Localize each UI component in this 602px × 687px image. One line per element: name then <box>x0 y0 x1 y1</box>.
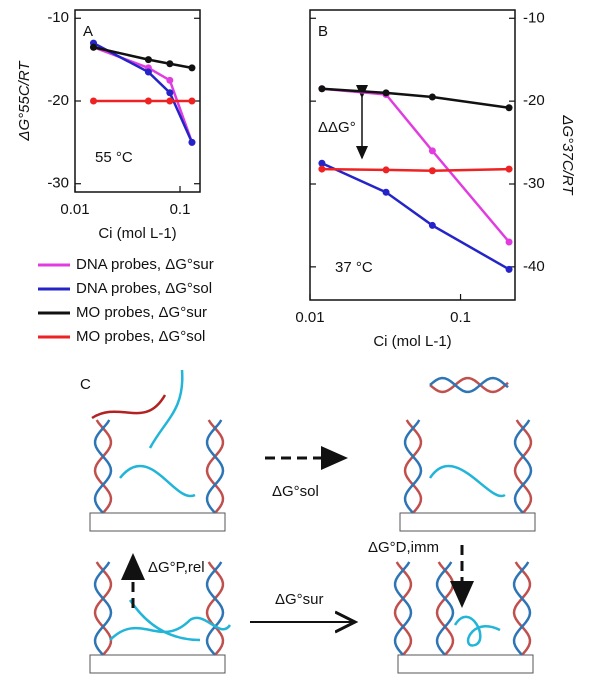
y-axis-label: ΔG°55C/RT <box>16 60 33 142</box>
data-point <box>188 97 196 105</box>
x-tick-label: 0.1 <box>450 309 471 326</box>
data-point <box>89 97 97 105</box>
data-point <box>505 104 513 112</box>
series-line <box>321 162 510 271</box>
y-axis-label: ΔG°37C/RT <box>559 114 576 196</box>
diagram-energy-label: ΔG°D,imm <box>368 539 439 556</box>
y-tick-label: -10 <box>47 9 69 26</box>
x-tick-label: 0.01 <box>60 201 89 218</box>
y-tick-label: -10 <box>523 9 545 26</box>
panel-label: B <box>318 23 328 40</box>
legend-label: DNA probes, ΔG°sol <box>76 280 212 297</box>
helix-strand <box>403 419 423 514</box>
surface <box>89 512 226 532</box>
helix-strand <box>513 419 533 514</box>
data-point <box>382 89 390 97</box>
helix-strand <box>512 561 532 656</box>
data-point <box>428 147 436 155</box>
single-strand <box>109 616 232 641</box>
series-line <box>93 46 193 70</box>
helix-strand <box>93 561 113 656</box>
diagram-energy-label: ΔG°sur <box>275 591 324 608</box>
data-point <box>382 188 390 196</box>
helix-strand <box>205 561 225 656</box>
single-strand <box>428 464 506 498</box>
y-tick-label: -20 <box>523 92 545 109</box>
y-tick-label: -30 <box>523 175 545 192</box>
helix-strand <box>429 376 509 394</box>
helix-strand <box>205 419 225 514</box>
y-tick-label: -20 <box>47 92 69 109</box>
data-point <box>505 265 513 273</box>
legend-label: DNA probes, ΔG°sur <box>76 256 214 273</box>
series-line <box>92 41 194 143</box>
single-strand <box>119 464 196 498</box>
data-point <box>505 165 513 173</box>
helix-strand <box>403 419 423 514</box>
diagram-label: C <box>80 376 91 393</box>
helix-strand <box>429 376 509 394</box>
helix-strand <box>93 419 113 514</box>
data-point <box>428 221 436 229</box>
single-strand <box>91 394 167 420</box>
helix-strand <box>205 419 225 514</box>
series-line <box>321 87 510 110</box>
data-point <box>428 167 436 175</box>
helix-strand <box>435 561 455 656</box>
data-point <box>166 60 174 68</box>
single-strand <box>148 369 184 449</box>
annotation: ΔΔG° <box>318 119 356 136</box>
data-point <box>144 97 152 105</box>
data-point <box>166 97 174 105</box>
helix-strand <box>513 419 533 514</box>
x-tick-label: 0.1 <box>170 201 191 218</box>
data-point <box>144 56 152 64</box>
diagram-energy-label: ΔG°P,rel <box>148 559 205 576</box>
panel-label: A <box>83 23 93 40</box>
y-tick-label: -30 <box>47 175 69 192</box>
surface <box>399 512 536 532</box>
annotation: 55 °C <box>95 149 133 166</box>
series-line <box>321 167 510 172</box>
data-point <box>382 166 390 174</box>
data-point <box>89 43 97 51</box>
series-line <box>321 87 511 243</box>
data-point <box>188 138 196 146</box>
legend-label: MO probes, ΔG°sur <box>76 304 207 321</box>
series-line <box>93 46 194 143</box>
annotation: 37 °C <box>335 259 373 276</box>
legend-label: MO probes, ΔG°sol <box>76 328 205 345</box>
plot-frame <box>309 9 516 301</box>
data-point <box>166 89 174 97</box>
data-point <box>318 165 326 173</box>
data-point <box>428 93 436 101</box>
y-tick-label: -40 <box>523 258 545 275</box>
helix-strand <box>512 561 532 656</box>
diagram-energy-label: ΔG°sol <box>272 483 319 500</box>
surface <box>397 654 534 674</box>
x-tick-label: 0.01 <box>295 309 324 326</box>
helix-strand <box>393 561 413 656</box>
helix-strand <box>435 561 455 656</box>
helix-strand <box>205 561 225 656</box>
surface <box>89 654 226 674</box>
helix-strand <box>93 419 113 514</box>
data-point <box>318 85 326 93</box>
diagram-c: C ΔG°sol ΔG°P,rel ΔG°sur ΔG°D,imm <box>80 369 536 674</box>
data-point <box>318 159 326 167</box>
data-point <box>188 64 196 72</box>
data-point <box>166 76 174 84</box>
single-strand <box>128 599 201 642</box>
x-axis-label: Ci (mol L-1) <box>98 225 176 242</box>
data-point <box>505 238 513 246</box>
x-axis-label: Ci (mol L-1) <box>373 333 451 350</box>
helix-strand <box>393 561 413 656</box>
single-strand <box>453 615 501 647</box>
data-point <box>144 68 152 76</box>
